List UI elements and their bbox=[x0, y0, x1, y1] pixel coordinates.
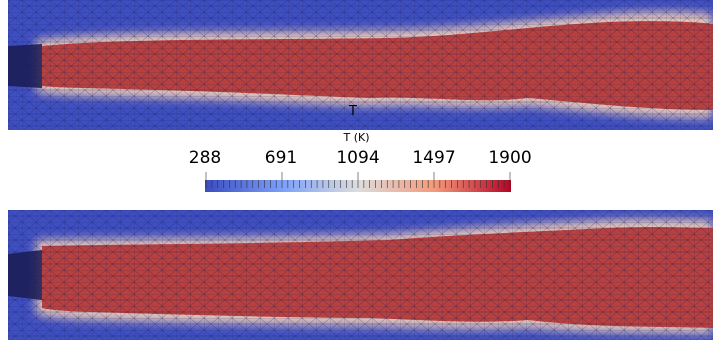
colorbar-tick-label: 1497 bbox=[412, 148, 456, 168]
colorbar-title: T (K) bbox=[343, 131, 370, 144]
colorbar-tick-label: 691 bbox=[264, 148, 298, 168]
colorbar-tick-label: 288 bbox=[188, 148, 222, 168]
mesh-overlay bbox=[8, 210, 713, 340]
mesh-overlay bbox=[8, 0, 713, 130]
colorbar-tick-label: 1094 bbox=[336, 148, 380, 168]
temperature-field-top bbox=[8, 0, 713, 130]
temperature-field-bottom bbox=[8, 210, 713, 340]
colorbar-ticks bbox=[205, 172, 511, 188]
colorbar-tick-label: 1900 bbox=[488, 148, 532, 168]
colorbar-graphic bbox=[205, 172, 511, 192]
colorbar bbox=[205, 172, 511, 192]
probe-marker: T bbox=[349, 104, 357, 119]
mesh-view-top bbox=[8, 0, 713, 130]
mesh-view-bottom bbox=[8, 210, 713, 340]
